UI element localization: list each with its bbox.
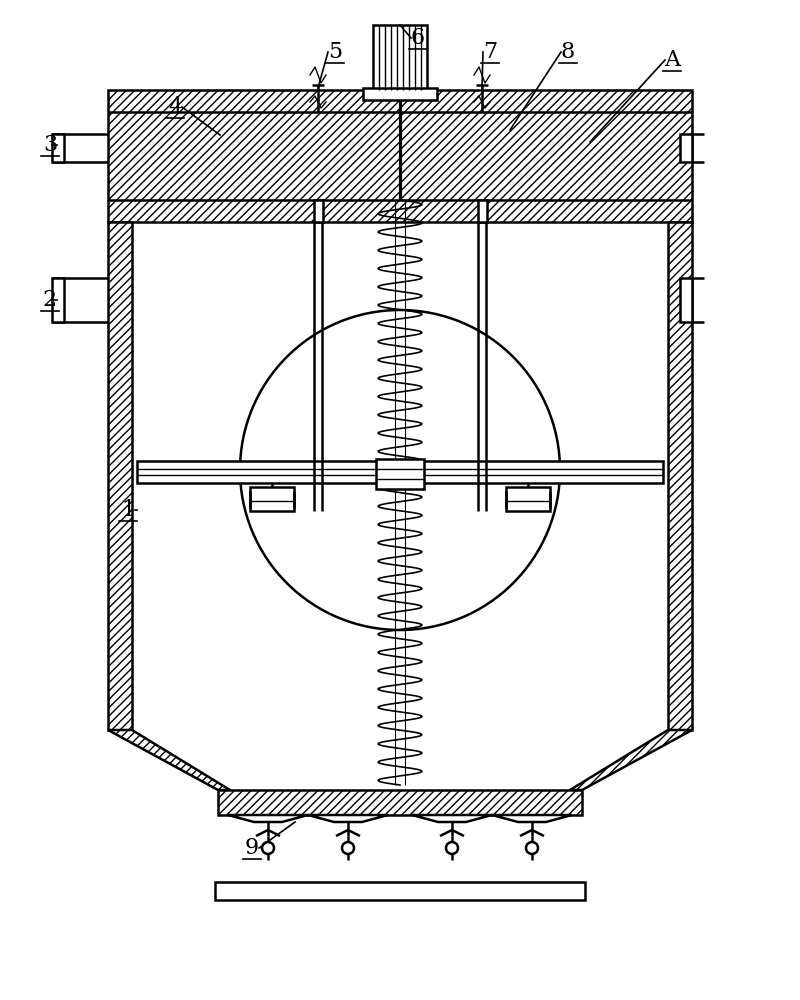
Bar <box>52 134 64 162</box>
Bar <box>680 278 692 322</box>
Text: 3: 3 <box>43 134 57 156</box>
Bar <box>373 25 427 90</box>
Circle shape <box>446 842 458 854</box>
Polygon shape <box>412 815 492 822</box>
Polygon shape <box>228 815 308 822</box>
Polygon shape <box>668 222 692 730</box>
Text: 9: 9 <box>245 837 259 859</box>
Polygon shape <box>492 815 572 822</box>
Circle shape <box>526 842 538 854</box>
Text: 7: 7 <box>483 41 497 63</box>
Polygon shape <box>132 222 668 790</box>
Text: 5: 5 <box>328 41 342 63</box>
Polygon shape <box>570 730 692 790</box>
Polygon shape <box>108 730 230 790</box>
Bar <box>314 200 323 222</box>
Text: 1: 1 <box>121 499 135 521</box>
Bar <box>137 461 663 483</box>
Text: A: A <box>664 49 680 71</box>
Text: 2: 2 <box>43 289 57 311</box>
Text: 4: 4 <box>168 96 182 118</box>
Bar <box>478 200 487 222</box>
Polygon shape <box>108 90 692 222</box>
Polygon shape <box>218 790 582 815</box>
Polygon shape <box>308 815 388 822</box>
Bar <box>376 459 424 489</box>
Bar <box>506 487 550 511</box>
Bar <box>215 882 585 900</box>
Text: 8: 8 <box>561 41 575 63</box>
Circle shape <box>342 842 354 854</box>
Bar <box>363 88 437 100</box>
Bar <box>250 487 294 511</box>
Bar <box>52 278 64 322</box>
Circle shape <box>262 842 274 854</box>
Bar <box>680 134 692 162</box>
Polygon shape <box>108 222 132 730</box>
Text: 6: 6 <box>411 27 425 49</box>
